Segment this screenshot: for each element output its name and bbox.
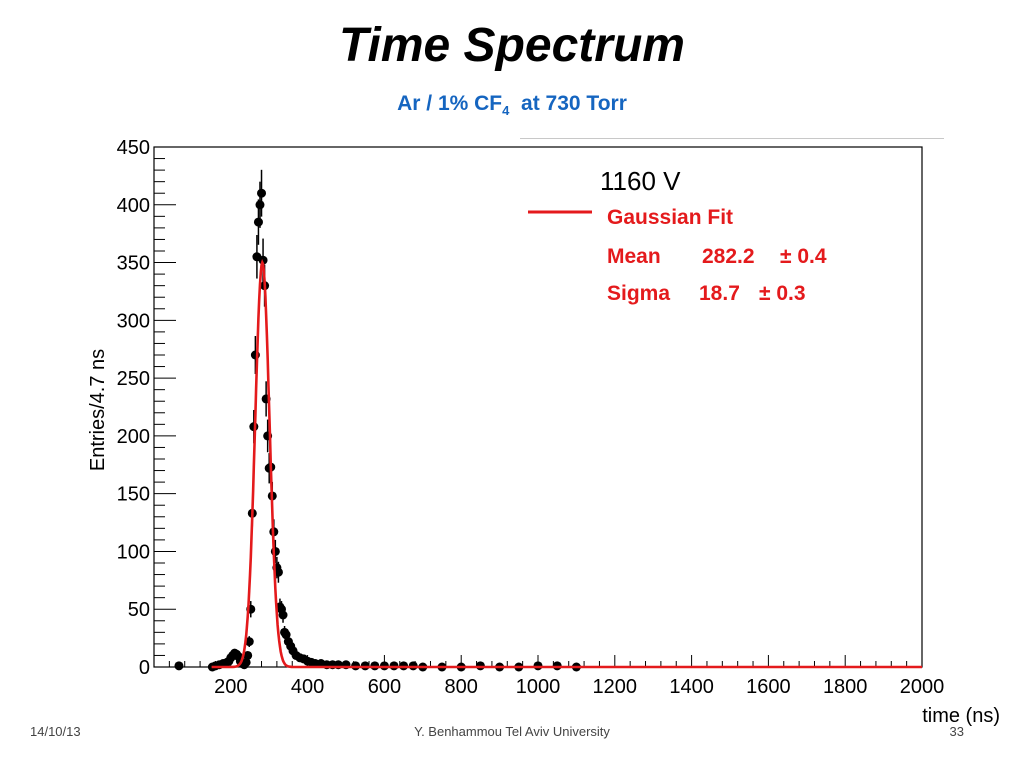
data-point (255, 200, 265, 210)
title-separator (520, 138, 944, 139)
y-tick-label: 450 (117, 137, 150, 159)
x-tick-label: 2000 (900, 676, 945, 698)
y-tick-label: 200 (117, 426, 150, 448)
data-point (270, 546, 280, 556)
legend-mean-label: Mean (607, 245, 661, 268)
legend-mean-error: ± 0.4 (780, 245, 827, 268)
gaussian-fit-curve (211, 258, 922, 669)
x-tick-label: 200 (214, 676, 247, 698)
legend-voltage: 1160 V (600, 166, 681, 196)
data-point (253, 217, 263, 227)
x-tick-label: 600 (368, 676, 401, 698)
data-point (257, 188, 267, 198)
subtitle-subscript: 4 (502, 103, 510, 119)
footer-page-number: 33 (949, 724, 964, 739)
y-tick-label: 350 (117, 253, 150, 275)
legend: 1160 V Gaussian Fit Mean 282.2 ± 0.4 Sig… (528, 166, 827, 305)
data-point (241, 657, 251, 667)
subtitle-tail: at 730 Torr (509, 92, 627, 115)
legend-sigma-error: ± 0.3 (759, 282, 806, 305)
legend-mean-value: 282.2 (702, 245, 755, 268)
y-tick-label: 0 (139, 657, 150, 679)
y-axis-label: Entries/4.7 ns (87, 349, 109, 471)
y-tick-label: 150 (117, 484, 150, 506)
data-point (174, 661, 184, 671)
y-tick-label: 50 (128, 599, 150, 621)
footer-author: Y. Benhammou Tel Aviv University (414, 724, 610, 739)
slide-title: Time Spectrum (339, 19, 685, 72)
y-tick-label: 300 (117, 310, 150, 332)
data-point (273, 567, 283, 577)
subtitle-main: Ar / 1% CF (397, 92, 503, 115)
x-axis-label: time (ns) (922, 705, 1000, 727)
x-tick-label: 1400 (669, 676, 714, 698)
x-tick-label: 800 (445, 676, 478, 698)
y-tick-label: 250 (117, 368, 150, 390)
y-tick-label: 100 (117, 541, 150, 563)
axis-layer: 200 400 600 800 1000 1200 1400 1600 1800 2000 0 50 1… (117, 137, 945, 698)
legend-fit-label: Gaussian Fit (607, 206, 733, 229)
x-tick-label: 400 (291, 676, 324, 698)
y-tick-label: 400 (117, 195, 150, 217)
x-tick-label: 1000 (516, 676, 561, 698)
slide-subtitle: Ar / 1% CF4 at 730 Torr (0, 92, 1024, 118)
data-point (258, 255, 268, 265)
legend-sigma-label: Sigma (607, 282, 670, 305)
x-tick-label: 1800 (823, 676, 868, 698)
data-point (278, 610, 288, 620)
data-points-layer (174, 169, 581, 672)
data-point (243, 650, 253, 660)
footer-date: 14/10/13 (30, 724, 81, 739)
x-tick-label: 1600 (746, 676, 791, 698)
x-tick-label: 1200 (593, 676, 638, 698)
legend-sigma-value: 18.7 (699, 282, 740, 305)
